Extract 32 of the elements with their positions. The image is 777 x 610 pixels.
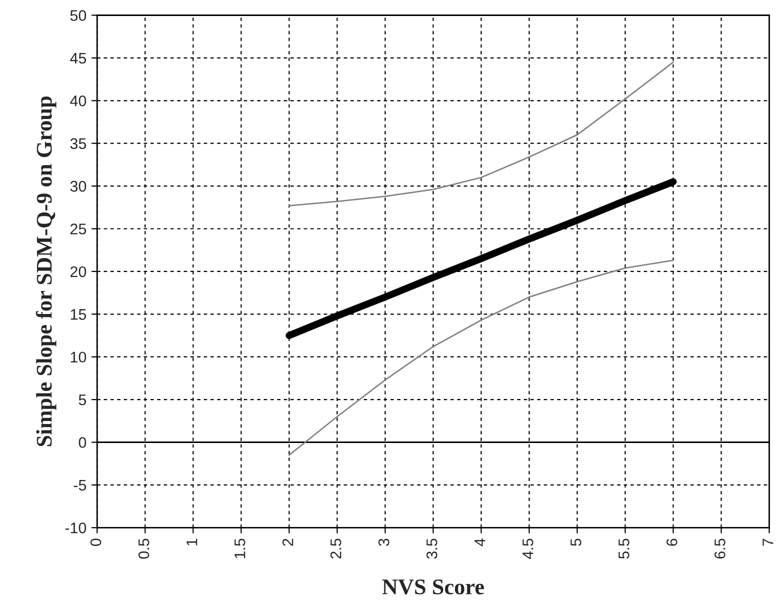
- x-tick-label: 1.5: [234, 538, 246, 558]
- y-tick-label: 30: [70, 180, 86, 192]
- y-tick-label: -10: [65, 522, 86, 534]
- x-tick-label: 6.5: [714, 538, 726, 559]
- x-axis-title: NVS Score: [382, 579, 484, 595]
- line-series: [288, 62, 674, 206]
- x-tick-label: 4: [474, 538, 486, 546]
- x-tick-label: 2: [282, 538, 294, 546]
- x-tick-label: 7: [762, 538, 774, 546]
- y-tick-label: 0: [78, 437, 86, 448]
- y-tick-label: 40: [70, 96, 86, 106]
- x-tick-label: 5: [570, 538, 582, 546]
- y-tick-label: 20: [70, 266, 86, 278]
- x-tick-label: 5.5: [618, 538, 630, 559]
- x-tick-label: 1: [186, 538, 198, 546]
- y-tick-label: 15: [70, 309, 86, 320]
- x-tick-label: 0: [90, 538, 102, 546]
- y-tick-label: 25: [70, 224, 86, 234]
- y-tick-label: -5: [74, 480, 86, 491]
- x-tick-label: 0.5: [138, 538, 150, 559]
- y-tick-label: 45: [70, 52, 86, 64]
- x-tick-label: 3.5: [426, 538, 438, 559]
- y-tick-label: 5: [78, 394, 86, 406]
- y-tick-label: 50: [70, 10, 86, 21]
- line-series: [288, 260, 674, 456]
- x-tick-label: 2.5: [330, 538, 342, 559]
- y-axis-title: Simple Slope for SDM-Q-9 on Group: [36, 96, 56, 446]
- x-tick-label: 3: [378, 538, 390, 546]
- y-tick-label: 35: [70, 138, 86, 150]
- x-tick-label: 6: [666, 538, 678, 546]
- x-tick-label: 4.5: [522, 538, 534, 559]
- y-tick-label: 10: [70, 352, 86, 363]
